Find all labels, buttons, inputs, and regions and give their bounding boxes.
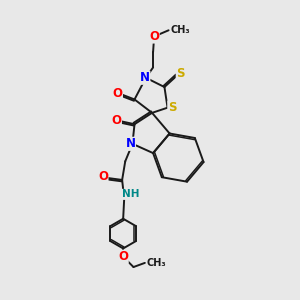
Text: O: O [111, 114, 122, 127]
Text: NH: NH [122, 189, 140, 200]
Text: O: O [98, 170, 108, 183]
Text: N: N [125, 137, 135, 150]
Text: O: O [118, 250, 128, 263]
Text: S: S [168, 101, 176, 114]
Text: O: O [112, 87, 122, 100]
Text: O: O [149, 30, 159, 43]
Text: S: S [176, 67, 185, 80]
Text: N: N [140, 71, 150, 84]
Text: CH₃: CH₃ [170, 25, 190, 35]
Text: CH₃: CH₃ [146, 258, 166, 268]
